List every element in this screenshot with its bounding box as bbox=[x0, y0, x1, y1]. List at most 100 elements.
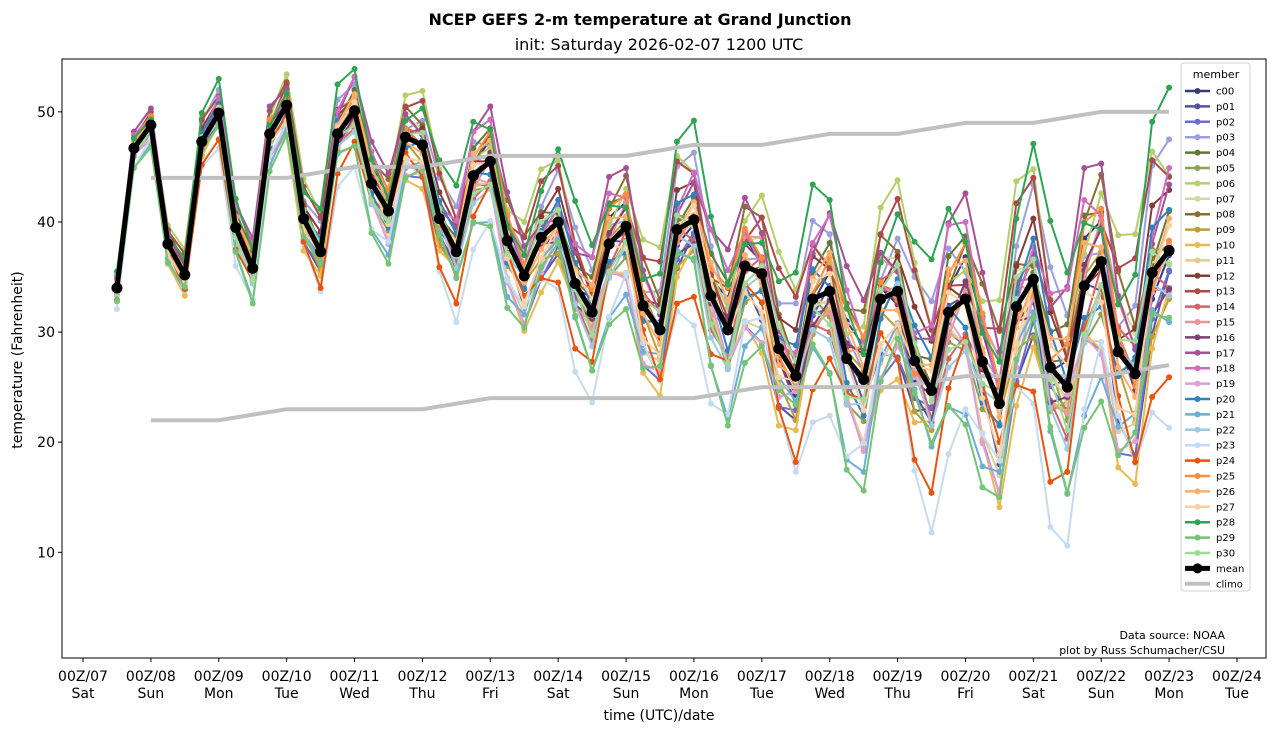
x-tick-label: 00Z/16 bbox=[669, 669, 719, 685]
data-point-p24 bbox=[334, 170, 341, 177]
data-point-p24 bbox=[1047, 478, 1054, 485]
mean-point bbox=[230, 221, 242, 233]
mean-point bbox=[722, 324, 734, 336]
data-point-p10 bbox=[996, 504, 1003, 511]
data-point-p12 bbox=[1149, 202, 1156, 209]
data-point-p27 bbox=[979, 395, 986, 402]
data-point-p03 bbox=[792, 300, 799, 307]
data-point-p10 bbox=[1030, 344, 1037, 351]
legend-marker bbox=[1194, 380, 1201, 387]
data-point-p28 bbox=[792, 269, 799, 276]
data-point-p10 bbox=[894, 376, 901, 383]
x-tick-label: 00Z/12 bbox=[397, 669, 447, 685]
data-point-p24 bbox=[758, 299, 765, 306]
data-point-p13 bbox=[792, 293, 799, 300]
data-point-p17 bbox=[606, 173, 613, 180]
legend-label: p02 bbox=[1216, 117, 1235, 128]
mean-point bbox=[1010, 301, 1022, 313]
data-point-p28 bbox=[470, 118, 477, 125]
x-axis: 00Z/07Sat00Z/08Sun00Z/09Mon00Z/10Tue00Z/… bbox=[58, 658, 1262, 702]
x-tick-weekday: Thu bbox=[883, 686, 910, 702]
data-point-p16 bbox=[1166, 286, 1173, 293]
data-point-p27 bbox=[877, 341, 884, 348]
data-point-p18 bbox=[962, 218, 969, 225]
data-point-p25 bbox=[1064, 341, 1071, 348]
legend-marker bbox=[1194, 134, 1201, 141]
data-point-p29 bbox=[351, 142, 358, 149]
mean-point bbox=[654, 324, 666, 336]
data-point-p18 bbox=[707, 226, 714, 233]
data-point-p25 bbox=[1098, 205, 1105, 212]
legend-marker bbox=[1194, 503, 1201, 510]
data-point-p13 bbox=[911, 267, 918, 274]
data-point-p10 bbox=[911, 419, 918, 426]
legend-item-p27: p27 bbox=[1185, 502, 1235, 513]
data-point-p29 bbox=[283, 131, 290, 138]
data-point-p17 bbox=[487, 103, 494, 110]
mean-point bbox=[399, 131, 411, 143]
y-axis-label: temperature (Fahrenheit) bbox=[10, 271, 26, 448]
data-point-p27 bbox=[860, 407, 867, 414]
data-point-p23 bbox=[809, 419, 816, 426]
data-point-p23 bbox=[690, 322, 697, 329]
legend-marker bbox=[1194, 165, 1201, 171]
legend-title: member bbox=[1193, 68, 1240, 81]
data-point-p24 bbox=[1013, 381, 1020, 388]
data-point-p23 bbox=[724, 411, 731, 418]
data-point-p20 bbox=[996, 422, 1003, 429]
x-tick-label: 00Z/15 bbox=[601, 669, 651, 685]
data-point-p28 bbox=[198, 109, 205, 116]
x-tick-label: 00Z/21 bbox=[1008, 669, 1058, 685]
data-point-p30 bbox=[843, 394, 850, 401]
mean-point bbox=[976, 356, 988, 368]
data-point-p28 bbox=[911, 238, 918, 245]
data-point-p30 bbox=[419, 129, 426, 136]
data-point-p09 bbox=[928, 427, 935, 434]
data-point-p29 bbox=[1047, 423, 1054, 430]
data-point-p20 bbox=[1081, 314, 1088, 321]
data-point-p29 bbox=[249, 300, 256, 307]
mean-point bbox=[688, 214, 700, 226]
data-source-credit: Data source: NOAA bbox=[1119, 629, 1225, 642]
mean-point bbox=[1027, 273, 1039, 285]
mean-point bbox=[484, 155, 496, 167]
legend-label: p15 bbox=[1216, 318, 1235, 329]
legend-item-p03: p03 bbox=[1185, 133, 1235, 144]
data-point-p06 bbox=[1149, 148, 1156, 155]
data-point-p24 bbox=[453, 300, 460, 307]
mean-point bbox=[756, 268, 768, 280]
data-point-p28 bbox=[589, 242, 596, 249]
data-point-p27 bbox=[351, 98, 358, 105]
legend-marker bbox=[1194, 211, 1201, 218]
data-point-p12 bbox=[894, 253, 901, 260]
x-tick-label: 00Z/17 bbox=[737, 669, 787, 685]
data-point-p13 bbox=[1030, 174, 1037, 181]
data-point-p28 bbox=[606, 202, 613, 209]
x-tick-weekday: Wed bbox=[339, 686, 370, 702]
data-point-p26 bbox=[470, 150, 477, 157]
legend-marker bbox=[1194, 272, 1201, 279]
x-tick-weekday: Sun bbox=[138, 686, 165, 702]
data-point-p28 bbox=[962, 238, 969, 245]
legend-label: p30 bbox=[1216, 549, 1235, 560]
data-point-p16 bbox=[1081, 261, 1088, 268]
data-point-p26 bbox=[538, 246, 545, 253]
data-point-p26 bbox=[1064, 335, 1071, 342]
mean-point bbox=[773, 343, 785, 355]
legend-label: p20 bbox=[1216, 395, 1235, 406]
data-point-p24 bbox=[351, 138, 358, 145]
y-tick-label: 30 bbox=[37, 325, 55, 341]
data-point-p29 bbox=[1030, 313, 1037, 320]
data-point-p27 bbox=[402, 155, 409, 162]
data-point-p23 bbox=[606, 313, 613, 320]
legend-marker bbox=[1194, 195, 1201, 202]
data-point-p10 bbox=[436, 247, 443, 254]
x-tick-weekday: Sat bbox=[1022, 686, 1045, 702]
data-point-p23 bbox=[572, 368, 579, 375]
data-point-p29 bbox=[487, 223, 494, 230]
legend-label: p05 bbox=[1216, 164, 1235, 175]
data-point-p06 bbox=[1132, 231, 1139, 238]
legend-marker bbox=[1194, 550, 1201, 556]
data-point-p08 bbox=[385, 176, 392, 183]
data-point-p17 bbox=[1166, 181, 1173, 188]
